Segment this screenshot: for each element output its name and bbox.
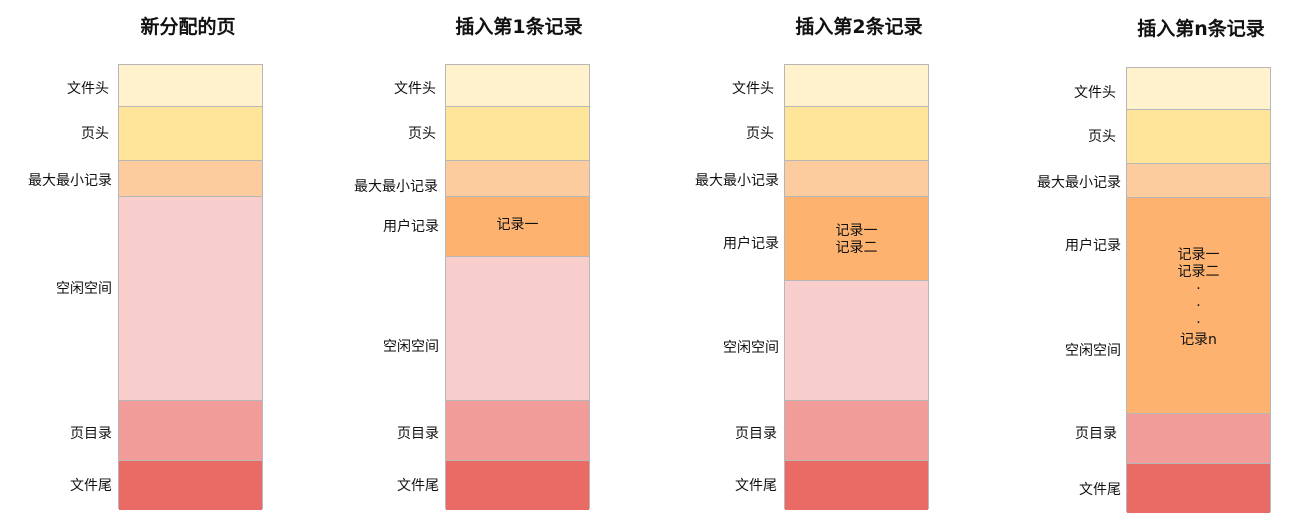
- label-file-header: 文件头: [732, 81, 774, 97]
- user-records-segment: 记录一 记录二: [785, 197, 928, 281]
- ellipsis-dot: ·: [1196, 281, 1201, 297]
- label-free-space: 空闲空间: [1065, 343, 1121, 359]
- label-infimum-supremum: 最大最小记录: [1037, 175, 1121, 191]
- page-stack: 记录一 记录二: [784, 64, 929, 510]
- diagram-title: 新分配的页: [140, 16, 236, 38]
- file-header-segment: [446, 65, 589, 107]
- page-directory-segment: [785, 401, 928, 461]
- label-file-trailer: 文件尾: [735, 478, 777, 494]
- page-stack: 记录一: [445, 64, 590, 510]
- label-infimum-supremum: 最大最小记录: [354, 179, 438, 195]
- page-header-segment: [446, 107, 589, 161]
- label-page-directory: 页目录: [1075, 426, 1117, 442]
- infimum-supremum-segment: [119, 161, 262, 197]
- file-header-segment: [1127, 68, 1270, 110]
- page-directory-segment: [1127, 414, 1270, 464]
- label-free-space: 空闲空间: [56, 281, 112, 297]
- record-2: 记录二: [835, 240, 878, 256]
- page-header-segment: [785, 107, 928, 161]
- file-trailer-segment: [1127, 464, 1270, 513]
- file-trailer-segment: [446, 461, 589, 510]
- record-n: 记录n: [1180, 332, 1217, 348]
- user-records-and-free-space-segment: 记录一 记录二 · · · 记录n: [1127, 198, 1270, 414]
- label-page-directory: 页目录: [397, 426, 439, 442]
- page-directory-segment: [119, 401, 262, 461]
- record-2: 记录二: [1177, 264, 1220, 280]
- label-infimum-supremum: 最大最小记录: [28, 173, 112, 189]
- infimum-supremum-segment: [446, 161, 589, 197]
- diagram-title: 插入第n条记录: [1137, 18, 1265, 40]
- file-trailer-segment: [119, 461, 262, 510]
- label-file-header: 文件头: [1074, 85, 1116, 101]
- diagram-title: 插入第2条记录: [795, 16, 923, 38]
- ellipsis-dot: ·: [1196, 315, 1201, 331]
- record-1: 记录一: [1177, 247, 1220, 263]
- label-infimum-supremum: 最大最小记录: [695, 173, 779, 189]
- label-free-space: 空闲空间: [723, 340, 779, 356]
- record-1: 记录一: [496, 217, 539, 233]
- label-user-records: 用户记录: [383, 219, 439, 235]
- record-content: 记录一: [446, 217, 589, 234]
- free-space-segment: [119, 197, 262, 401]
- ellipsis-dot: ·: [1196, 298, 1201, 314]
- label-file-header: 文件头: [394, 81, 436, 97]
- label-user-records: 用户记录: [1065, 238, 1121, 254]
- infimum-supremum-segment: [1127, 164, 1270, 198]
- user-records-segment: 记录一: [446, 197, 589, 257]
- file-trailer-segment: [785, 461, 928, 510]
- label-page-header: 页头: [1088, 129, 1116, 145]
- page-stack: [118, 64, 263, 510]
- page-directory-segment: [446, 401, 589, 461]
- label-page-directory: 页目录: [70, 426, 112, 442]
- file-header-segment: [119, 65, 262, 107]
- free-space-segment: [785, 281, 928, 401]
- record-1: 记录一: [835, 223, 878, 239]
- label-file-trailer: 文件尾: [397, 478, 439, 494]
- free-space-segment: [446, 257, 589, 401]
- label-free-space: 空闲空间: [383, 339, 439, 355]
- record-content: 记录一 记录二 · · · 记录n: [1127, 247, 1270, 349]
- record-content: 记录一 记录二: [785, 223, 928, 257]
- label-file-header: 文件头: [67, 81, 109, 97]
- diagram-title: 插入第1条记录: [455, 16, 583, 38]
- infimum-supremum-segment: [785, 161, 928, 197]
- label-file-trailer: 文件尾: [1079, 482, 1121, 498]
- label-page-header: 页头: [746, 126, 774, 142]
- label-page-header: 页头: [408, 126, 436, 142]
- label-page-directory: 页目录: [735, 426, 777, 442]
- page-stack: 记录一 记录二 · · · 记录n: [1126, 67, 1271, 513]
- label-page-header: 页头: [81, 126, 109, 142]
- page-header-segment: [119, 107, 262, 161]
- label-user-records: 用户记录: [723, 236, 779, 252]
- file-header-segment: [785, 65, 928, 107]
- label-file-trailer: 文件尾: [70, 478, 112, 494]
- page-header-segment: [1127, 110, 1270, 164]
